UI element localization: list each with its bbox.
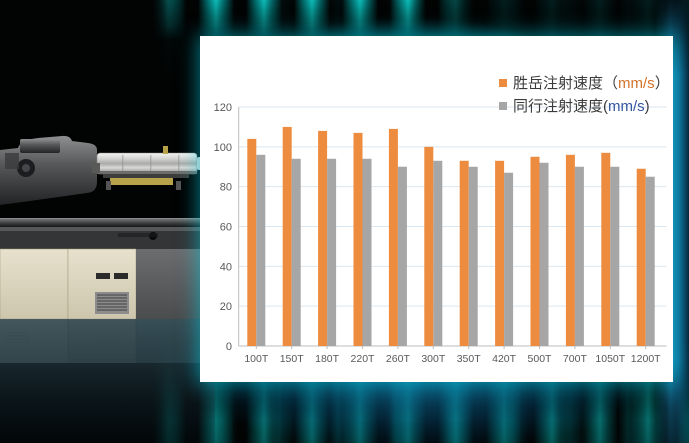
svg-text:100: 100 xyxy=(214,142,232,154)
svg-text:700T: 700T xyxy=(563,353,588,365)
svg-text:100T: 100T xyxy=(244,353,269,365)
svg-text:260T: 260T xyxy=(386,353,411,365)
svg-text:40: 40 xyxy=(220,261,232,273)
svg-text:1050T: 1050T xyxy=(595,353,625,365)
svg-text:500T: 500T xyxy=(528,353,553,365)
svg-text:350T: 350T xyxy=(457,353,482,365)
svg-text:300T: 300T xyxy=(421,353,446,365)
svg-text:180T: 180T xyxy=(315,353,340,365)
svg-text:80: 80 xyxy=(220,182,232,194)
svg-text:220T: 220T xyxy=(351,353,376,365)
svg-text:420T: 420T xyxy=(492,353,517,365)
svg-text:60: 60 xyxy=(220,222,232,234)
svg-text:1200T: 1200T xyxy=(631,353,661,365)
svg-text:150T: 150T xyxy=(280,353,305,365)
svg-text:120: 120 xyxy=(214,102,232,114)
svg-text:0: 0 xyxy=(226,341,232,353)
svg-text:20: 20 xyxy=(220,301,232,313)
